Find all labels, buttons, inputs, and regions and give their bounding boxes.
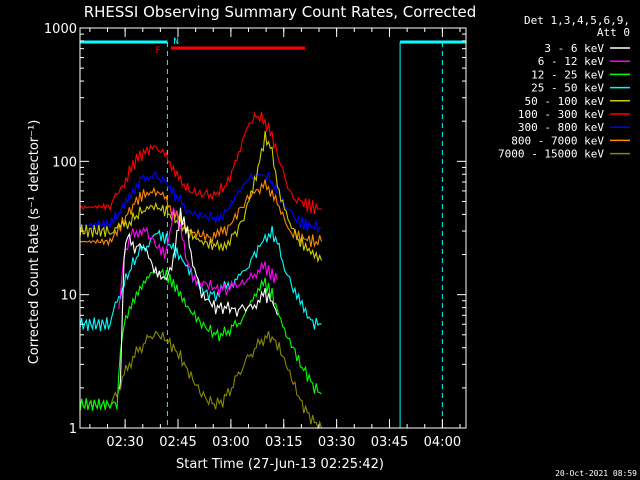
series-line: [79, 225, 322, 332]
x-tick-label: 03:45: [371, 435, 408, 450]
x-axis-label: Start Time (27-Jun-13 02:25:42): [176, 457, 384, 472]
legend-header-line2: Att 0: [597, 26, 630, 39]
y-axis-label: Corrected Count Rate (s⁻¹ detector⁻¹): [27, 120, 42, 365]
plot-area: N F 1 10 100 1000 02:30 02:45 03:00 03:15 03:30 03:…: [44, 22, 467, 450]
x-tick-label: 02:45: [159, 435, 196, 450]
legend-entry-label: 12 - 25 keV: [531, 68, 604, 81]
legend-entry-label: 6 - 12 keV: [538, 55, 605, 68]
y-tick-label: 100: [52, 155, 77, 170]
y-tick-label: 10: [60, 289, 77, 304]
legend-entry-label: 7000 - 15000 keV: [498, 148, 604, 161]
series-line: [118, 207, 278, 390]
plot-frame: [79, 27, 467, 429]
legend-entry-label: 100 - 300 keV: [518, 108, 604, 121]
legend-entry-label: 25 - 50 keV: [531, 82, 604, 95]
series-line: [79, 130, 323, 264]
night-label: N: [173, 37, 178, 47]
footer-timestamp: 20-Oct-2021 08:59: [555, 469, 637, 478]
chart-title: RHESSI Observing Summary Count Rates, Co…: [84, 3, 477, 21]
series-line: [118, 207, 278, 310]
legend-header-line1: Det 1,3,4,5,6,9,: [524, 14, 630, 27]
flare-label: F: [155, 46, 160, 56]
series-line: [79, 179, 323, 248]
x-tick-label: 03:15: [265, 435, 302, 450]
legend-entry-label: 300 - 800 keV: [518, 121, 604, 134]
x-tick-label: 04:00: [424, 435, 461, 450]
y-tick-label: 1000: [44, 22, 77, 37]
x-tick-label: 03:30: [318, 435, 355, 450]
series-line: [79, 111, 322, 215]
x-tick-label: 03:00: [212, 435, 249, 450]
legend-entry-label: 800 - 7000 keV: [511, 134, 604, 147]
y-tick-label: 1: [69, 422, 77, 437]
series-line: [79, 330, 323, 430]
legend-entry-label: 3 - 6 keV: [544, 42, 604, 55]
legend-entry-label: 50 - 100 keV: [525, 95, 605, 108]
series-line: [79, 268, 322, 412]
x-tick-label: 02:30: [106, 435, 143, 450]
